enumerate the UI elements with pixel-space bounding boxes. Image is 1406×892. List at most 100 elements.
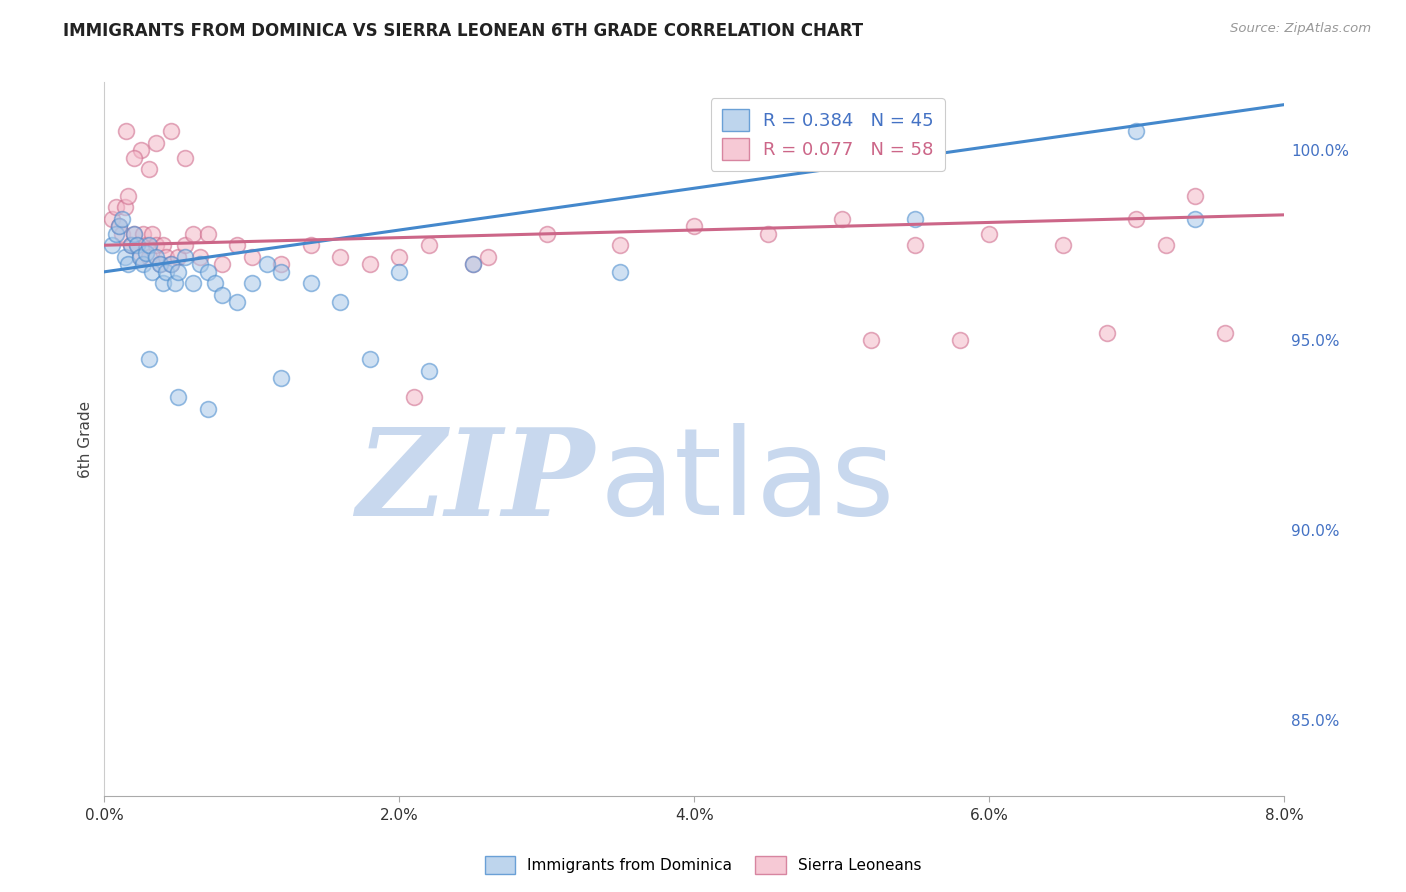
Legend: Immigrants from Dominica, Sierra Leoneans: Immigrants from Dominica, Sierra Leonean… (478, 850, 928, 880)
Point (240, 276, 263, 290)
Point (145, 238, 167, 252)
Point (1154, 238, 1177, 252)
Point (128, 250, 150, 264)
Point (152, 238, 174, 252)
Point (211, 257, 233, 271)
Point (145, 136, 167, 150)
Point (609, 238, 631, 252)
Point (1052, 238, 1074, 252)
Point (125, 238, 148, 252)
Point (402, 390, 425, 404)
Point (114, 250, 136, 264)
Point (152, 276, 174, 290)
Point (1125, 124, 1147, 138)
Point (120, 238, 142, 252)
Point (418, 238, 440, 252)
Point (105, 200, 128, 214)
Point (114, 200, 136, 214)
Point (609, 265, 631, 279)
Point (141, 227, 163, 241)
Point (155, 250, 177, 264)
Point (831, 211, 853, 226)
Point (461, 257, 484, 271)
Point (129, 143, 152, 157)
Point (138, 162, 160, 177)
Point (159, 257, 181, 271)
Point (117, 189, 139, 203)
Text: Source: ZipAtlas.com: Source: ZipAtlas.com (1230, 22, 1371, 36)
Point (948, 333, 970, 347)
Point (329, 295, 352, 310)
Point (108, 219, 131, 234)
Point (477, 250, 499, 264)
Point (167, 250, 190, 264)
Point (111, 211, 134, 226)
Point (122, 227, 145, 241)
Y-axis label: 6th Grade: 6th Grade (79, 401, 93, 477)
Point (226, 295, 249, 310)
Point (122, 227, 145, 241)
Point (359, 257, 381, 271)
Point (418, 363, 440, 377)
Point (977, 227, 1000, 241)
Point (461, 257, 484, 271)
Point (159, 257, 181, 271)
Legend: R = 0.384   N = 45, R = 0.077   N = 58: R = 0.384 N = 45, R = 0.077 N = 58 (711, 98, 945, 171)
Text: IMMIGRANTS FROM DOMINICA VS SIERRA LEONEAN 6TH GRADE CORRELATION CHART: IMMIGRANTS FROM DOMINICA VS SIERRA LEONE… (63, 22, 863, 40)
Point (167, 265, 190, 279)
Point (388, 265, 411, 279)
Point (256, 257, 278, 271)
Point (117, 257, 139, 271)
Point (120, 238, 142, 252)
Point (135, 245, 157, 260)
Point (683, 219, 706, 234)
Point (138, 250, 160, 264)
Point (1095, 326, 1118, 340)
Point (165, 276, 187, 290)
Point (174, 151, 197, 165)
Point (149, 257, 172, 271)
Point (181, 227, 204, 241)
Point (1184, 189, 1206, 203)
Point (132, 257, 155, 271)
Text: ZIP: ZIP (356, 423, 593, 541)
Point (159, 124, 181, 138)
Point (388, 250, 411, 264)
Point (122, 151, 145, 165)
Point (128, 250, 150, 264)
Point (904, 238, 927, 252)
Point (138, 352, 160, 367)
Point (138, 238, 160, 252)
Point (108, 219, 131, 234)
Point (111, 227, 134, 241)
Point (299, 238, 322, 252)
Point (174, 250, 197, 264)
Point (188, 250, 211, 264)
Point (270, 257, 292, 271)
Point (181, 276, 204, 290)
Point (149, 257, 172, 271)
Point (100, 211, 122, 226)
Point (299, 276, 322, 290)
Point (226, 238, 249, 252)
Point (155, 265, 177, 279)
Point (536, 227, 558, 241)
Point (188, 257, 211, 271)
Point (1213, 326, 1236, 340)
Text: atlas: atlas (600, 424, 896, 541)
Point (174, 238, 197, 252)
Point (211, 287, 233, 301)
Point (240, 250, 263, 264)
Point (115, 124, 138, 138)
Point (197, 401, 219, 416)
Point (145, 250, 167, 264)
Point (359, 352, 381, 367)
Point (197, 227, 219, 241)
Point (125, 238, 148, 252)
Point (1184, 211, 1206, 226)
Point (100, 238, 122, 252)
Point (105, 227, 128, 241)
Point (756, 227, 779, 241)
Point (1125, 211, 1147, 226)
Point (132, 227, 155, 241)
